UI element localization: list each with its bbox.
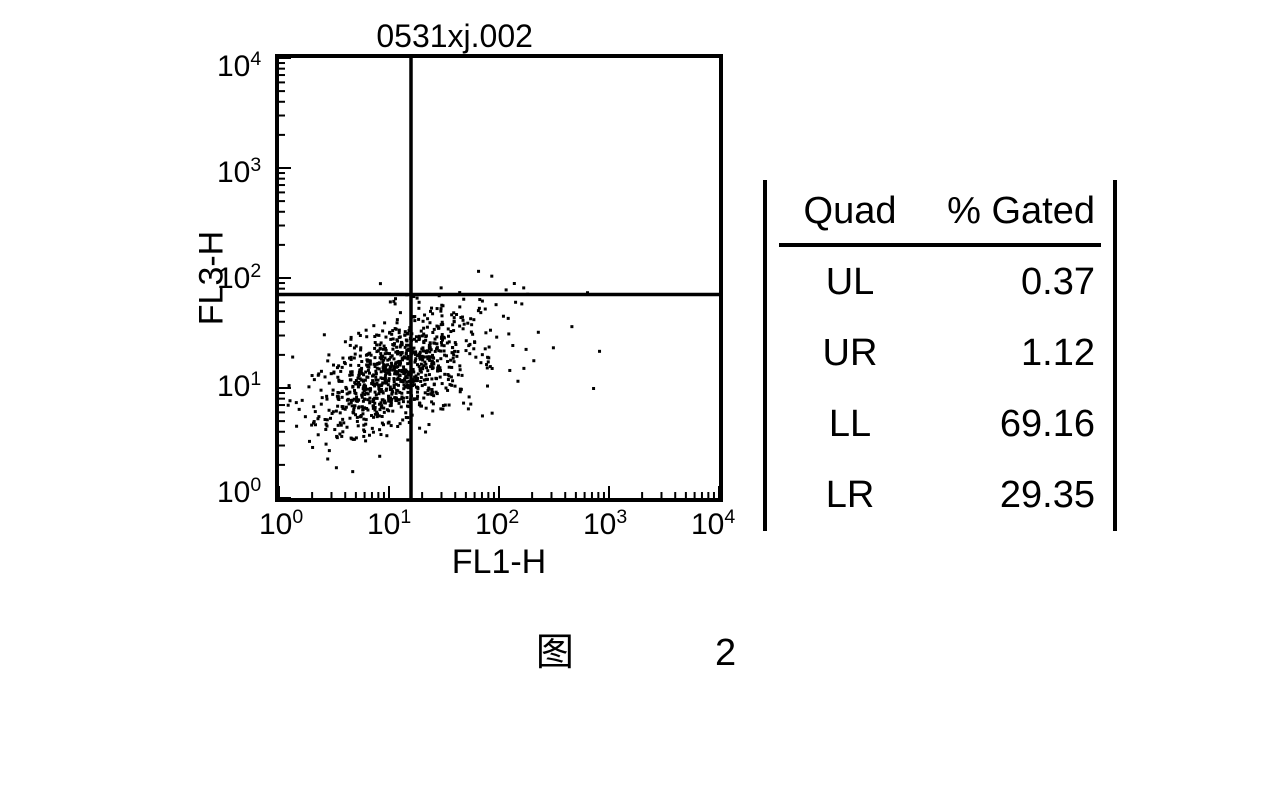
cell-quad: LR xyxy=(785,474,915,517)
ytick-4: 104 xyxy=(217,48,261,84)
plot-area: FL3-H 100 101 102 103 104 100 101 102 10… xyxy=(275,54,723,502)
cell-pct: 1.12 xyxy=(915,332,1095,375)
cell-pct: 69.16 xyxy=(915,403,1095,446)
quadrant-stats-table: Quad % Gated UL 0.37 UR 1.12 LL 69.16 LR… xyxy=(763,180,1117,531)
cell-pct: 29.35 xyxy=(915,474,1095,517)
xtick-4: 104 xyxy=(691,506,735,542)
xtick-1: 101 xyxy=(367,506,411,542)
cell-quad: UR xyxy=(785,332,915,375)
table-row: LR 29.35 xyxy=(779,460,1101,531)
th-quad: Quad xyxy=(785,190,915,233)
table-row: UR 1.12 xyxy=(779,318,1101,389)
cell-quad: LL xyxy=(785,403,915,446)
xtick-3: 103 xyxy=(583,506,627,542)
th-gated: % Gated xyxy=(915,190,1095,233)
cell-quad: UL xyxy=(785,261,915,304)
ytick-2: 102 xyxy=(217,260,261,296)
table-row: UL 0.37 xyxy=(779,247,1101,318)
scatter-plot xyxy=(275,54,723,502)
ytick-3: 103 xyxy=(217,154,261,190)
caption-label: 图 xyxy=(536,632,574,674)
cell-pct: 0.37 xyxy=(915,261,1095,304)
table-row: LL 69.16 xyxy=(779,389,1101,460)
figure-panel: 0531xj.002 FL3-H 100 101 102 103 104 100… xyxy=(155,20,1117,531)
xtick-0: 100 xyxy=(259,506,303,542)
table-header: Quad % Gated xyxy=(779,180,1101,247)
scatter-plot-block: 0531xj.002 FL3-H 100 101 102 103 104 100… xyxy=(155,20,723,502)
ytick-1: 101 xyxy=(217,368,261,404)
caption-number: 2 xyxy=(715,632,736,674)
x-axis-label: FL1-H xyxy=(452,543,546,582)
figure-caption: 图 2 xyxy=(536,621,736,676)
ytick-0: 100 xyxy=(217,474,261,510)
xtick-2: 102 xyxy=(475,506,519,542)
plot-title: 0531xj.002 xyxy=(376,18,533,55)
